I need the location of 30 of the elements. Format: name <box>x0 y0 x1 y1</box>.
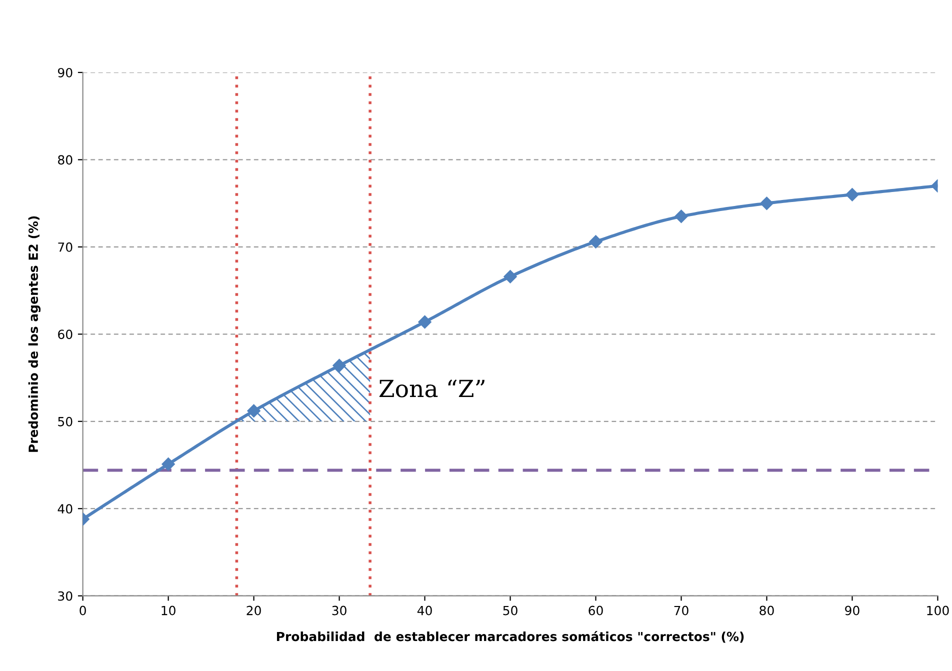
point <box>504 270 517 284</box>
x-tick-label: 60 <box>588 606 603 616</box>
y-axis-title: Predominio de los agentes E2 (%) <box>28 216 41 452</box>
x-tick-label: 80 <box>760 606 774 616</box>
annotation: Zona “Z” <box>379 380 484 398</box>
y-tick-label: 50 <box>58 416 72 426</box>
point <box>418 315 432 329</box>
x-tick-label: 10 <box>162 606 176 616</box>
y-tick-label: 30 <box>58 591 72 601</box>
x-tick-label: 100 <box>927 606 949 616</box>
y-tick-label: 40 <box>58 504 72 514</box>
y-tick-label: 70 <box>58 242 72 252</box>
y-tick-label: 80 <box>58 155 72 165</box>
x-tick-label: 30 <box>332 606 346 616</box>
x-tick-label: 0 <box>80 606 86 616</box>
point <box>589 235 602 248</box>
point <box>332 358 346 372</box>
point <box>674 210 688 223</box>
x-tick-label: 70 <box>674 606 688 616</box>
y-tick-label: 60 <box>58 330 72 340</box>
y-tick-label: 90 <box>58 68 72 78</box>
x-tick-label: 50 <box>503 606 518 616</box>
point <box>247 404 260 418</box>
x-tick-label: 40 <box>417 606 432 616</box>
point <box>162 458 175 471</box>
x-tick-label: 90 <box>845 606 860 616</box>
point <box>846 188 859 202</box>
point <box>760 196 774 210</box>
x-axis-title: Probabilidad de establecer marcadores somáticos "correctos" (%) <box>276 631 744 643</box>
x-tick-label: 20 <box>246 606 261 616</box>
